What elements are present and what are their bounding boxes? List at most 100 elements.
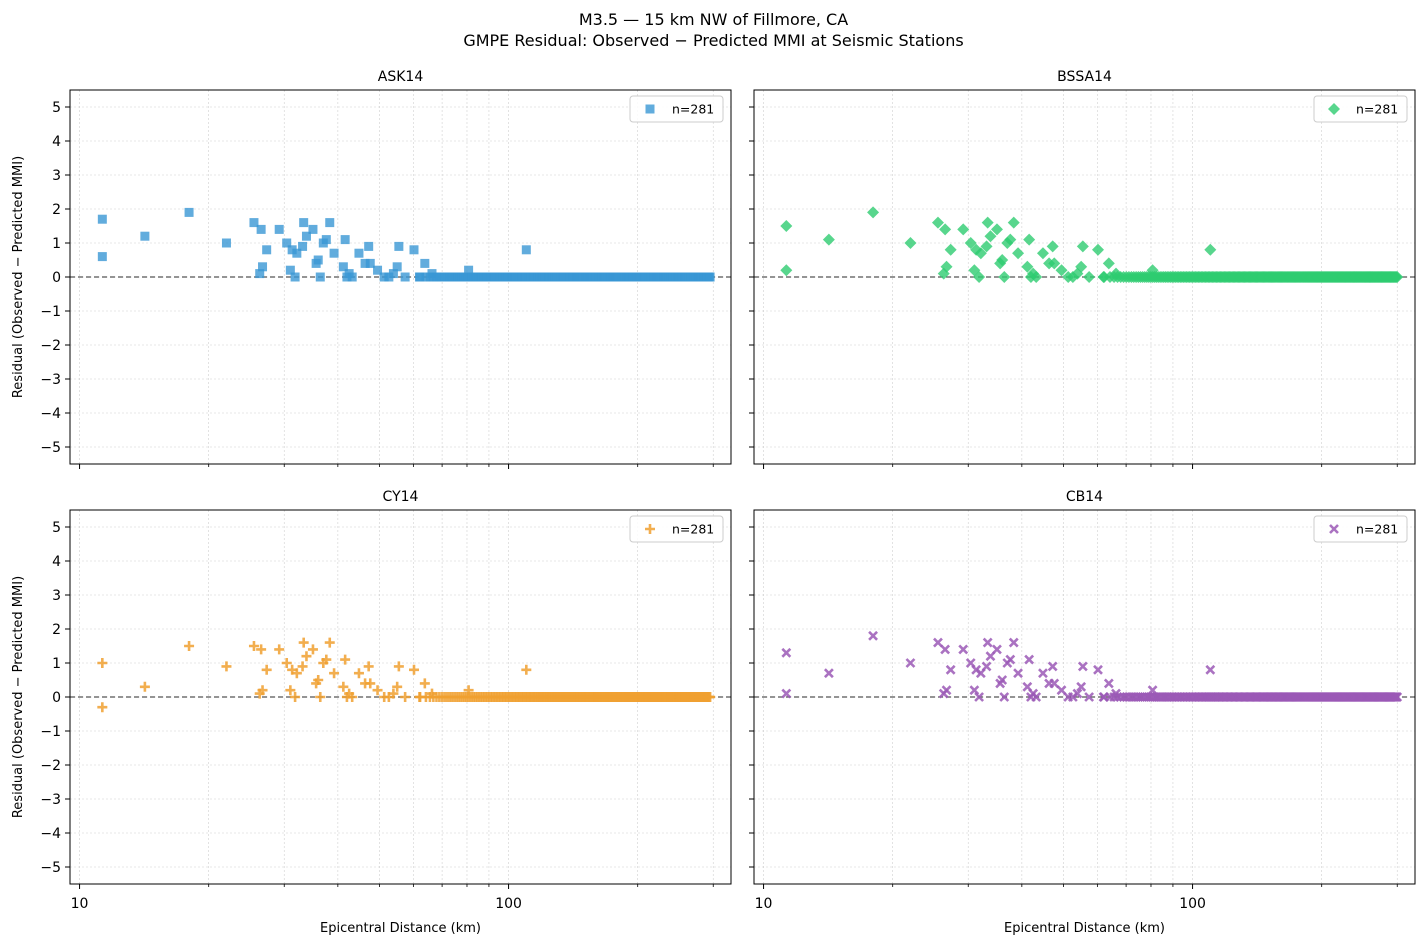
data-point xyxy=(998,271,1011,283)
data-point xyxy=(347,272,357,282)
data-point xyxy=(1102,257,1115,270)
data-point xyxy=(1072,688,1083,699)
data-point xyxy=(1021,260,1034,273)
figure-title: M3.5 — 15 km NW of Fillmore, CA xyxy=(578,10,849,29)
data-point xyxy=(981,216,994,229)
data-point xyxy=(1048,257,1061,270)
y-tick-label: 3 xyxy=(52,168,61,184)
y-tick-label: −4 xyxy=(40,826,61,842)
data-point xyxy=(282,238,292,248)
data-point xyxy=(97,658,108,668)
data-point xyxy=(301,651,312,662)
y-tick-label: −1 xyxy=(40,304,61,320)
data-point xyxy=(781,688,792,699)
y-tick-label: 2 xyxy=(52,622,61,638)
data-point xyxy=(1013,668,1023,679)
data-point xyxy=(392,262,402,272)
data-point xyxy=(1083,271,1096,283)
panel-bssa14: BSSA14 n=281 xyxy=(749,69,1416,469)
data-point xyxy=(325,218,335,228)
data-point xyxy=(184,641,195,651)
panel-cb14: 10 100 CB14 Epicentral Distance (km) n=281 xyxy=(749,489,1416,936)
data-point xyxy=(394,241,404,251)
data-point xyxy=(373,265,383,275)
data-point xyxy=(97,214,107,224)
data-point xyxy=(256,224,266,234)
panel-ask14: −5 −4 −3 −2 −1 0 1 2 3 4 5 ASK14 Residual (Observed … xyxy=(11,69,732,469)
data-point xyxy=(308,224,318,234)
y-tick-label: −5 xyxy=(40,860,61,876)
data-point xyxy=(298,637,309,648)
legend: n=281 xyxy=(629,95,724,123)
y-tick-label: −4 xyxy=(40,406,61,422)
data-point xyxy=(97,702,108,713)
data-point xyxy=(299,218,309,228)
data-point xyxy=(464,265,474,275)
data-point xyxy=(364,241,374,251)
data-point xyxy=(940,644,951,655)
panel-title: ASK14 xyxy=(378,69,424,85)
data-point xyxy=(1204,243,1217,256)
y-tick-label: −3 xyxy=(40,372,61,388)
data-point xyxy=(944,243,957,256)
y-axis-label: Residual (Observed − Predicted MMI) xyxy=(11,576,26,818)
data-point xyxy=(400,272,410,282)
data-point xyxy=(1092,243,1105,256)
data-point xyxy=(1004,233,1017,246)
data-point xyxy=(281,658,292,668)
x-tick-label: 100 xyxy=(1179,896,1206,912)
data-point xyxy=(964,237,977,249)
data-point xyxy=(822,233,835,246)
data-point xyxy=(981,661,992,672)
data-point xyxy=(292,248,302,258)
data-point xyxy=(338,262,348,272)
data-point xyxy=(313,675,324,685)
data-point xyxy=(315,272,325,282)
data-point xyxy=(945,664,956,675)
legend-label: n=281 xyxy=(1356,102,1398,117)
panel-title: CY14 xyxy=(383,489,419,505)
y-tick-label: −3 xyxy=(40,792,61,808)
legend-label: n=281 xyxy=(672,522,714,537)
panel-title: BSSA14 xyxy=(1057,69,1112,85)
legend-box xyxy=(629,515,724,543)
data-point xyxy=(388,688,399,699)
data-point xyxy=(973,271,986,283)
y-tick-label: 0 xyxy=(52,690,61,706)
data-point xyxy=(248,641,259,651)
data-point xyxy=(291,668,302,679)
data-point xyxy=(990,223,1003,236)
x-tick-label: 10 xyxy=(71,896,89,912)
data-point xyxy=(285,685,296,696)
data-point xyxy=(982,637,993,648)
data-point xyxy=(419,678,430,689)
y-tick-label: 1 xyxy=(52,236,61,252)
data-point xyxy=(984,230,997,243)
data-point xyxy=(388,269,398,279)
data-point xyxy=(781,647,792,658)
y-tick-label: 0 xyxy=(52,270,61,286)
y-tick-label: 5 xyxy=(52,100,61,116)
y-tick-label: 3 xyxy=(52,588,61,604)
legend-marker xyxy=(645,524,655,534)
data-point xyxy=(285,265,295,275)
legend-box xyxy=(629,95,724,123)
data-point xyxy=(257,685,268,696)
data-point xyxy=(221,238,231,248)
data-point xyxy=(297,661,308,672)
y-tick-label: 2 xyxy=(52,202,61,218)
data-point xyxy=(974,247,987,260)
data-point xyxy=(329,248,339,258)
y-tick-label: −2 xyxy=(40,758,61,774)
data-point xyxy=(1103,678,1114,689)
data-point xyxy=(315,692,326,702)
legend-marker xyxy=(1329,524,1339,534)
legend-marker xyxy=(1328,103,1340,115)
data-point xyxy=(184,207,194,217)
legend: n=281 xyxy=(1313,515,1408,543)
legend-box xyxy=(1313,95,1408,123)
data-point xyxy=(258,262,268,272)
data-point xyxy=(905,658,916,668)
y-tick-label: 1 xyxy=(52,656,61,672)
figure-subtitle: GMPE Residual: Observed − Predicted MMI … xyxy=(463,31,964,50)
